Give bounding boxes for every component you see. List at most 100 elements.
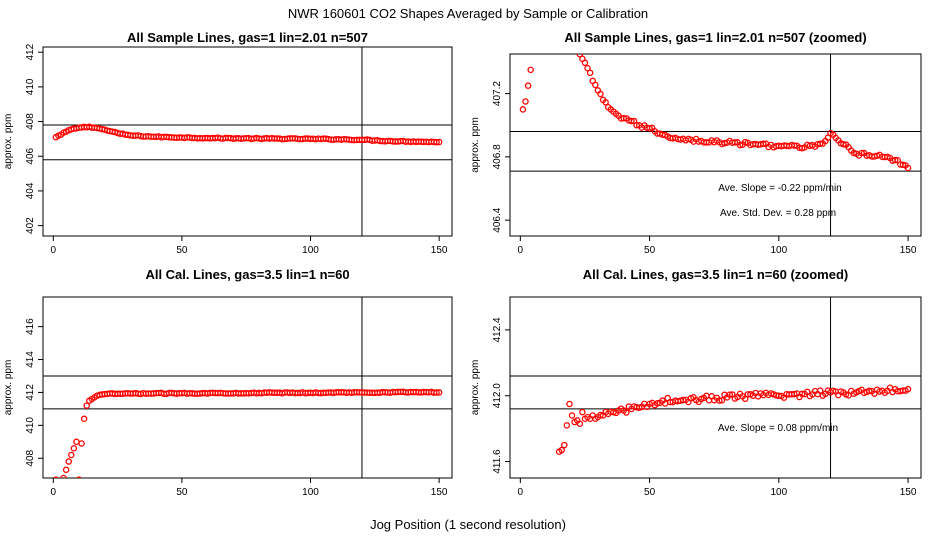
chart-panel-3: All Cal. Lines, gas=3.5 lin=1 n=60 approx… <box>3 267 453 498</box>
plot-frame <box>509 53 922 237</box>
data-point <box>716 397 723 404</box>
data-point <box>147 133 155 140</box>
y-tick-label: 412 <box>25 384 36 401</box>
data-point <box>667 134 674 142</box>
y-axis-label: approx. ppm <box>3 114 14 170</box>
data-point <box>527 66 534 74</box>
y-axis-label: approx. ppm <box>3 360 14 416</box>
data-point <box>643 403 651 411</box>
data-point <box>83 402 90 409</box>
data-point <box>597 411 604 419</box>
x-tick-label: 50 <box>176 245 188 256</box>
y-tick-label: 407.2 <box>492 81 503 106</box>
x-tick-label: 100 <box>302 245 319 256</box>
data-point <box>816 387 824 394</box>
y-tick-label: 416 <box>25 318 36 335</box>
data-point <box>199 135 206 142</box>
data-point <box>433 138 440 146</box>
data-point <box>633 121 640 129</box>
panels-container: All Sample Lines, gas=1 lin=2.01 n=507 ap… <box>3 30 922 498</box>
x-tick-label: 150 <box>900 487 917 498</box>
plot-frame <box>509 296 922 479</box>
data-point <box>654 400 661 407</box>
y-tick-label: 410 <box>25 78 36 95</box>
data-point <box>405 138 412 145</box>
panel-annotation: Ave. Std. Dev. = 0.28 ppm <box>720 208 836 219</box>
x-tick-label: 100 <box>770 487 787 498</box>
panel-annotation: Ave. Slope = -0.22 ppm/min <box>718 183 842 194</box>
data-point <box>604 103 612 111</box>
data-point <box>122 131 129 138</box>
data-point <box>519 106 527 113</box>
data-point <box>353 388 361 396</box>
data-series <box>519 54 912 172</box>
data-point <box>850 390 858 397</box>
data-point <box>62 128 70 135</box>
data-point <box>876 151 883 159</box>
data-point <box>816 140 824 148</box>
y-tick-label: 408 <box>25 449 36 466</box>
plot-frame <box>42 296 453 479</box>
data-point <box>850 149 858 157</box>
data-point <box>623 409 630 416</box>
plot-frame <box>42 46 453 237</box>
y-tick-label: 412.4 <box>492 317 503 342</box>
data-point <box>579 408 586 416</box>
data-point <box>726 391 733 398</box>
data-point <box>602 99 609 106</box>
data-point <box>581 59 589 67</box>
data-point <box>430 138 438 146</box>
chart-panel-1: All Sample Lines, gas=1 lin=2.01 n=507 ap… <box>3 30 453 256</box>
data-point <box>405 389 412 396</box>
data-point <box>837 388 845 395</box>
data-point <box>558 446 565 454</box>
data-point <box>592 81 599 89</box>
data-point <box>667 398 674 406</box>
panel-title: All Cal. Lines, gas=3.5 lin=1 n=60 <box>145 267 349 282</box>
y-tick-label: 406.4 <box>492 207 503 232</box>
data-point <box>736 141 744 149</box>
data-point <box>628 117 635 125</box>
data-point <box>845 144 852 151</box>
data-point <box>68 451 75 459</box>
y-tick-label: 404 <box>25 182 36 199</box>
data-point <box>53 476 59 478</box>
data-point <box>302 135 309 142</box>
data-point <box>109 390 116 397</box>
data-point <box>566 400 573 408</box>
data-series <box>52 123 443 146</box>
data-point <box>584 64 591 72</box>
data-point <box>563 422 571 429</box>
chart-panel-4: All Cal. Lines, gas=3.5 lin=1 n=60 (zoom… <box>470 267 922 498</box>
data-point <box>902 387 909 394</box>
data-point <box>65 458 72 465</box>
data-point <box>731 139 739 146</box>
data-point <box>612 110 620 118</box>
x-tick-label: 50 <box>176 487 188 498</box>
data-point <box>811 143 819 150</box>
x-tick-label: 0 <box>518 245 524 256</box>
y-tick-label: 412 <box>25 43 36 60</box>
data-point <box>524 82 532 89</box>
data-point <box>791 390 798 398</box>
data-point <box>60 474 67 478</box>
panel-annotation: Ave. Slope = 0.08 ppm/min <box>718 423 838 434</box>
x-tick-label: 0 <box>51 245 57 256</box>
x-tick-label: 0 <box>518 487 524 498</box>
data-point <box>122 390 129 397</box>
data-point <box>612 409 620 417</box>
data-point <box>302 389 309 397</box>
data-point <box>586 69 594 77</box>
data-point <box>576 420 584 427</box>
data-point <box>250 135 258 142</box>
data-point <box>522 98 529 105</box>
data-point <box>617 405 625 412</box>
x-tick-label: 50 <box>644 245 656 256</box>
data-point <box>791 142 798 149</box>
x-tick-label: 100 <box>302 487 319 498</box>
data-point <box>829 131 837 138</box>
data-point <box>576 54 584 58</box>
data-point <box>62 466 70 474</box>
data-point <box>798 144 806 152</box>
data-point <box>623 115 630 122</box>
